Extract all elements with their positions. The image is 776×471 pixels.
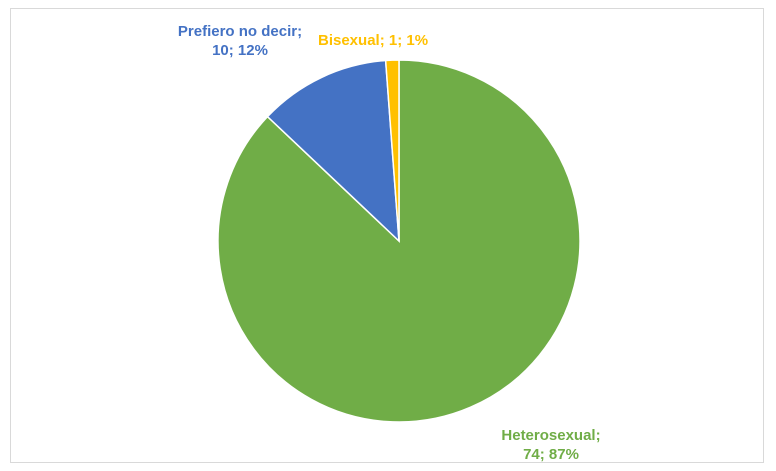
pie-slice bbox=[266, 59, 400, 243]
data-label: Prefiero no decir; 10; 12% bbox=[177, 23, 303, 59]
data-label: Heterosexual; 74; 87% bbox=[501, 427, 601, 463]
data-label: Bisexual; 1; 1% bbox=[318, 32, 429, 49]
chart-area bbox=[10, 8, 764, 463]
pie-slice bbox=[384, 59, 400, 242]
